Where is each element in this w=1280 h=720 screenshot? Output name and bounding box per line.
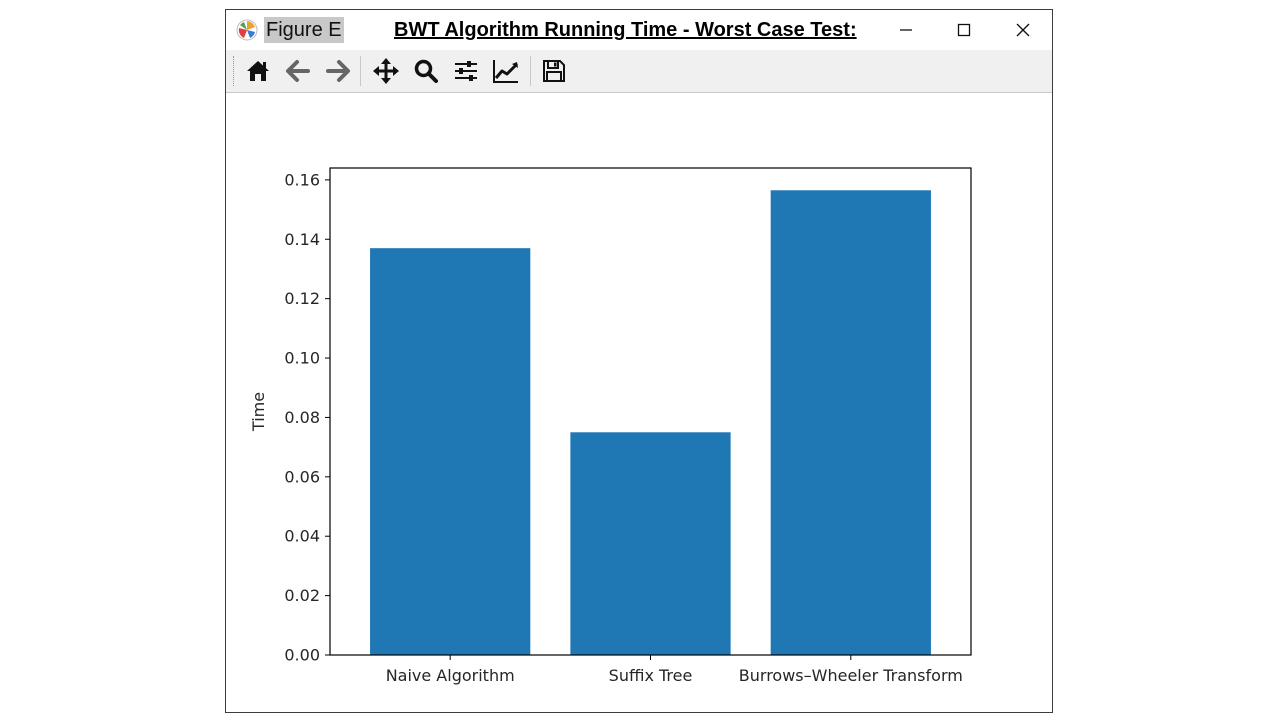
close-icon — [1016, 23, 1030, 37]
forward-button[interactable] — [322, 56, 354, 86]
bar-chart: 0.00 0.02 0.04 0.06 0.08 0.10 0.12 0.14 0.16 Nai… — [249, 167, 972, 685]
back-button[interactable] — [282, 56, 314, 86]
y-tick-label: 0.04 — [284, 527, 320, 546]
y-tick-label: 0.10 — [284, 349, 320, 368]
minimize-button[interactable] — [886, 16, 926, 44]
bar-2 — [770, 190, 931, 655]
matplotlib-app-icon — [236, 19, 258, 41]
axes-frame — [329, 167, 972, 656]
y-axis: 0.00 0.02 0.04 0.06 0.08 0.10 0.12 0.14 0.16 — [284, 170, 330, 665]
window-title: BWT Algorithm Running Time - Worst Case … — [394, 19, 857, 41]
maximize-button[interactable] — [944, 16, 984, 44]
toolbar-separator — [530, 56, 531, 86]
x-axis: Naive Algorithm Suffix Tree Burrows–Wheele… — [386, 655, 963, 685]
figure-window: Figure E BWT Algorithm Running Time - Wo… — [225, 9, 1053, 713]
home-icon — [247, 61, 269, 81]
bar-0 — [370, 248, 531, 656]
configure-subplots-button[interactable] — [450, 56, 482, 86]
y-tick-label: 0.00 — [284, 646, 320, 665]
toolbar-separator — [360, 56, 361, 86]
plot-area: 0.00 0.02 0.04 0.06 0.08 0.10 0.12 0.14 0.16 Nai… — [226, 93, 1052, 712]
forward-icon — [326, 60, 350, 82]
y-tick-label: 0.12 — [284, 289, 320, 308]
close-button[interactable] — [1003, 16, 1043, 44]
bar-1 — [570, 432, 731, 655]
y-tick-label: 0.02 — [284, 586, 320, 605]
figure-label: Figure E — [264, 17, 344, 43]
navigation-toolbar — [226, 50, 1052, 93]
bars-group — [370, 190, 931, 656]
save-icon — [543, 60, 565, 82]
y-tick-label: 0.06 — [284, 467, 320, 486]
x-tick-label: Burrows–Wheeler Transform — [739, 666, 963, 685]
minimize-icon — [900, 29, 912, 31]
x-tick-label: Naive Algorithm — [386, 666, 515, 685]
pan-icon — [373, 58, 399, 84]
zoom-button[interactable] — [410, 56, 442, 86]
y-axis-label: Time — [249, 392, 268, 432]
save-button[interactable] — [538, 56, 570, 86]
y-tick-label: 0.16 — [284, 170, 320, 189]
toolbar-grip — [233, 56, 236, 86]
title-bar: Figure E BWT Algorithm Running Time - Wo… — [226, 10, 1052, 50]
pan-button[interactable] — [370, 56, 402, 86]
edit-axis-icon — [493, 60, 519, 83]
maximize-icon — [957, 23, 971, 37]
x-tick-label: Suffix Tree — [609, 666, 693, 685]
home-button[interactable] — [242, 56, 274, 86]
zoom-icon — [414, 59, 438, 83]
edit-axis-button[interactable] — [490, 56, 522, 86]
y-tick-label: 0.14 — [284, 230, 320, 249]
configure-subplots-icon — [455, 61, 477, 81]
back-icon — [286, 60, 310, 82]
y-tick-label: 0.08 — [284, 408, 320, 427]
